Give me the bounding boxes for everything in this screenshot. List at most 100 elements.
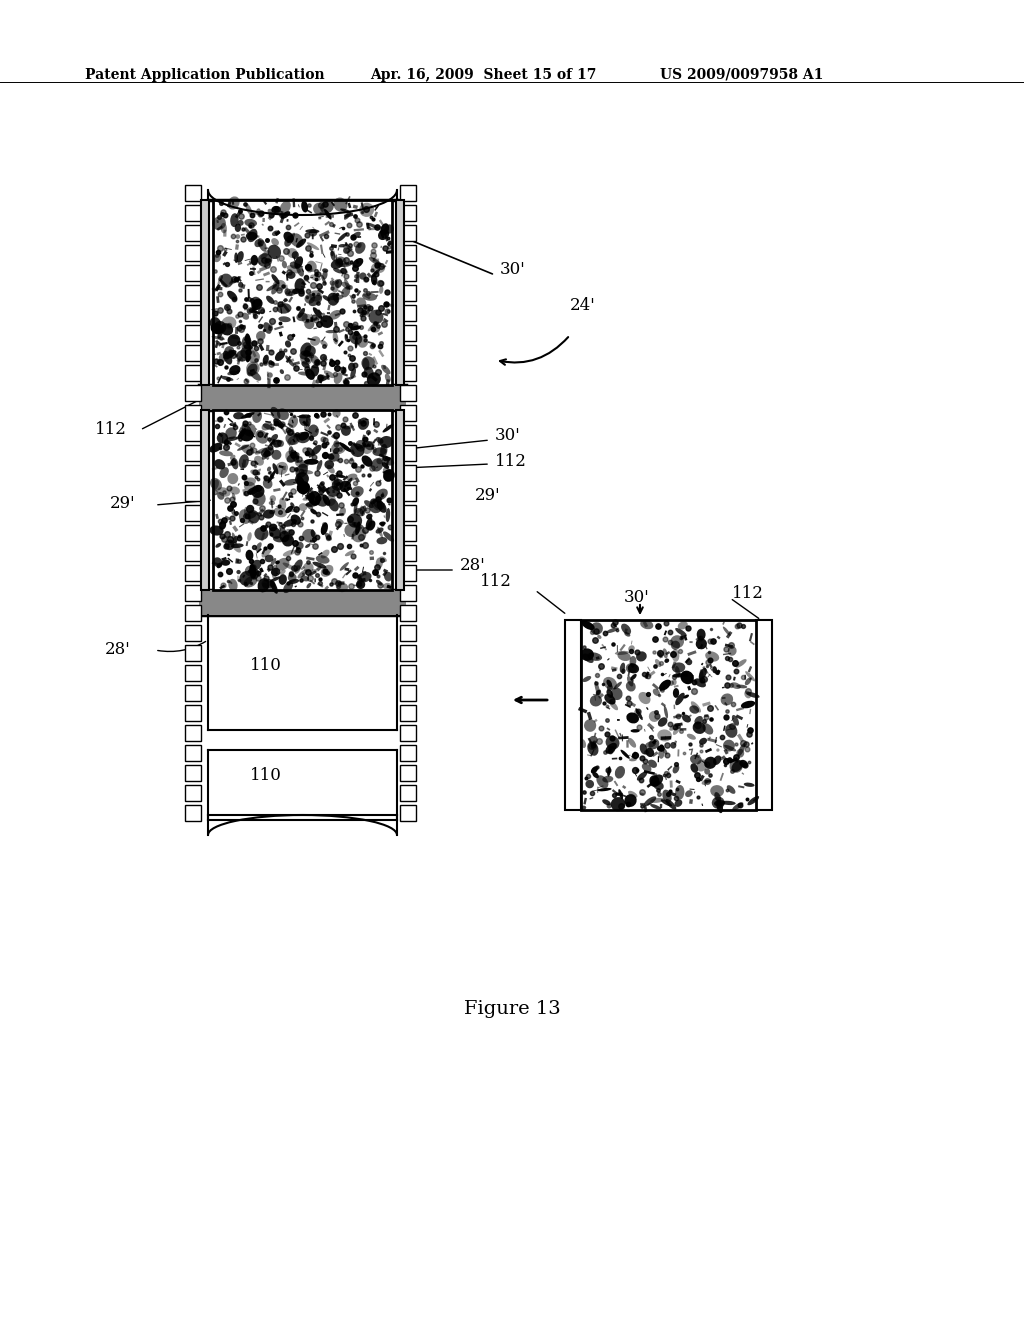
Ellipse shape bbox=[727, 785, 735, 793]
Bar bbox=[400, 445, 416, 461]
Point bbox=[268, 370, 285, 391]
Bar bbox=[400, 565, 416, 581]
Ellipse shape bbox=[385, 374, 391, 383]
Point bbox=[328, 318, 344, 339]
Ellipse shape bbox=[672, 649, 679, 661]
Point bbox=[300, 256, 316, 277]
Point bbox=[342, 433, 358, 454]
Ellipse shape bbox=[301, 314, 312, 323]
Point bbox=[274, 275, 291, 296]
Point bbox=[356, 429, 373, 450]
Ellipse shape bbox=[251, 298, 262, 310]
Point bbox=[380, 300, 396, 321]
Ellipse shape bbox=[333, 447, 340, 454]
Point bbox=[359, 500, 376, 521]
Point bbox=[211, 238, 227, 259]
Ellipse shape bbox=[383, 467, 391, 475]
Ellipse shape bbox=[622, 668, 626, 675]
Point bbox=[255, 517, 271, 539]
Ellipse shape bbox=[675, 785, 684, 800]
Ellipse shape bbox=[340, 268, 347, 275]
Ellipse shape bbox=[377, 458, 383, 465]
Ellipse shape bbox=[602, 776, 613, 783]
Point bbox=[269, 198, 286, 219]
Point bbox=[610, 665, 627, 686]
Point bbox=[335, 360, 351, 381]
Ellipse shape bbox=[371, 275, 378, 285]
Ellipse shape bbox=[237, 570, 241, 574]
Ellipse shape bbox=[356, 579, 366, 589]
Point bbox=[662, 622, 678, 643]
Point bbox=[595, 692, 611, 713]
Point bbox=[718, 639, 734, 660]
Ellipse shape bbox=[217, 492, 224, 500]
Point bbox=[247, 305, 263, 326]
Point bbox=[253, 300, 269, 321]
Point bbox=[599, 696, 615, 717]
Point bbox=[250, 478, 266, 499]
Ellipse shape bbox=[266, 284, 278, 292]
Ellipse shape bbox=[239, 454, 249, 469]
Point bbox=[709, 661, 725, 682]
Ellipse shape bbox=[373, 446, 377, 453]
Point bbox=[367, 234, 383, 255]
Ellipse shape bbox=[321, 315, 333, 327]
Ellipse shape bbox=[220, 223, 227, 234]
Bar bbox=[400, 185, 416, 201]
Ellipse shape bbox=[610, 797, 626, 812]
Ellipse shape bbox=[737, 743, 745, 756]
Text: 30': 30' bbox=[500, 261, 525, 279]
Ellipse shape bbox=[246, 232, 258, 240]
Point bbox=[337, 341, 353, 362]
Point bbox=[283, 564, 299, 585]
Ellipse shape bbox=[302, 529, 316, 543]
Ellipse shape bbox=[333, 268, 343, 273]
Ellipse shape bbox=[305, 351, 314, 358]
Ellipse shape bbox=[296, 463, 308, 478]
Point bbox=[358, 198, 375, 219]
Ellipse shape bbox=[336, 519, 344, 525]
Point bbox=[212, 351, 228, 372]
Point bbox=[310, 264, 327, 285]
Ellipse shape bbox=[386, 508, 390, 523]
Ellipse shape bbox=[724, 744, 736, 751]
Point bbox=[280, 366, 296, 387]
Point bbox=[345, 285, 361, 306]
Point bbox=[219, 570, 236, 591]
Ellipse shape bbox=[373, 499, 384, 510]
Point bbox=[350, 574, 367, 595]
Text: 112: 112 bbox=[95, 421, 127, 438]
Ellipse shape bbox=[231, 532, 237, 545]
Point bbox=[258, 515, 274, 536]
Ellipse shape bbox=[213, 253, 221, 263]
Point bbox=[338, 265, 354, 286]
Bar bbox=[185, 224, 201, 242]
Point bbox=[231, 310, 248, 331]
Point bbox=[608, 619, 625, 640]
Point bbox=[258, 444, 274, 465]
Point bbox=[380, 490, 396, 511]
Point bbox=[293, 528, 309, 549]
Ellipse shape bbox=[658, 750, 665, 759]
Point bbox=[216, 510, 232, 531]
Point bbox=[323, 574, 339, 595]
Ellipse shape bbox=[655, 659, 662, 667]
Point bbox=[273, 413, 290, 434]
Point bbox=[720, 667, 736, 688]
Ellipse shape bbox=[730, 682, 740, 689]
Point bbox=[240, 506, 256, 527]
Point bbox=[370, 362, 386, 383]
Ellipse shape bbox=[308, 425, 318, 437]
Point bbox=[218, 356, 234, 378]
Point bbox=[365, 335, 381, 356]
Ellipse shape bbox=[305, 502, 319, 507]
Point bbox=[735, 615, 752, 636]
Point bbox=[261, 536, 278, 557]
Ellipse shape bbox=[254, 527, 268, 540]
Point bbox=[245, 453, 261, 474]
Ellipse shape bbox=[653, 781, 664, 789]
Ellipse shape bbox=[337, 583, 348, 593]
Point bbox=[237, 296, 253, 317]
Ellipse shape bbox=[224, 346, 234, 355]
Bar bbox=[400, 705, 416, 721]
